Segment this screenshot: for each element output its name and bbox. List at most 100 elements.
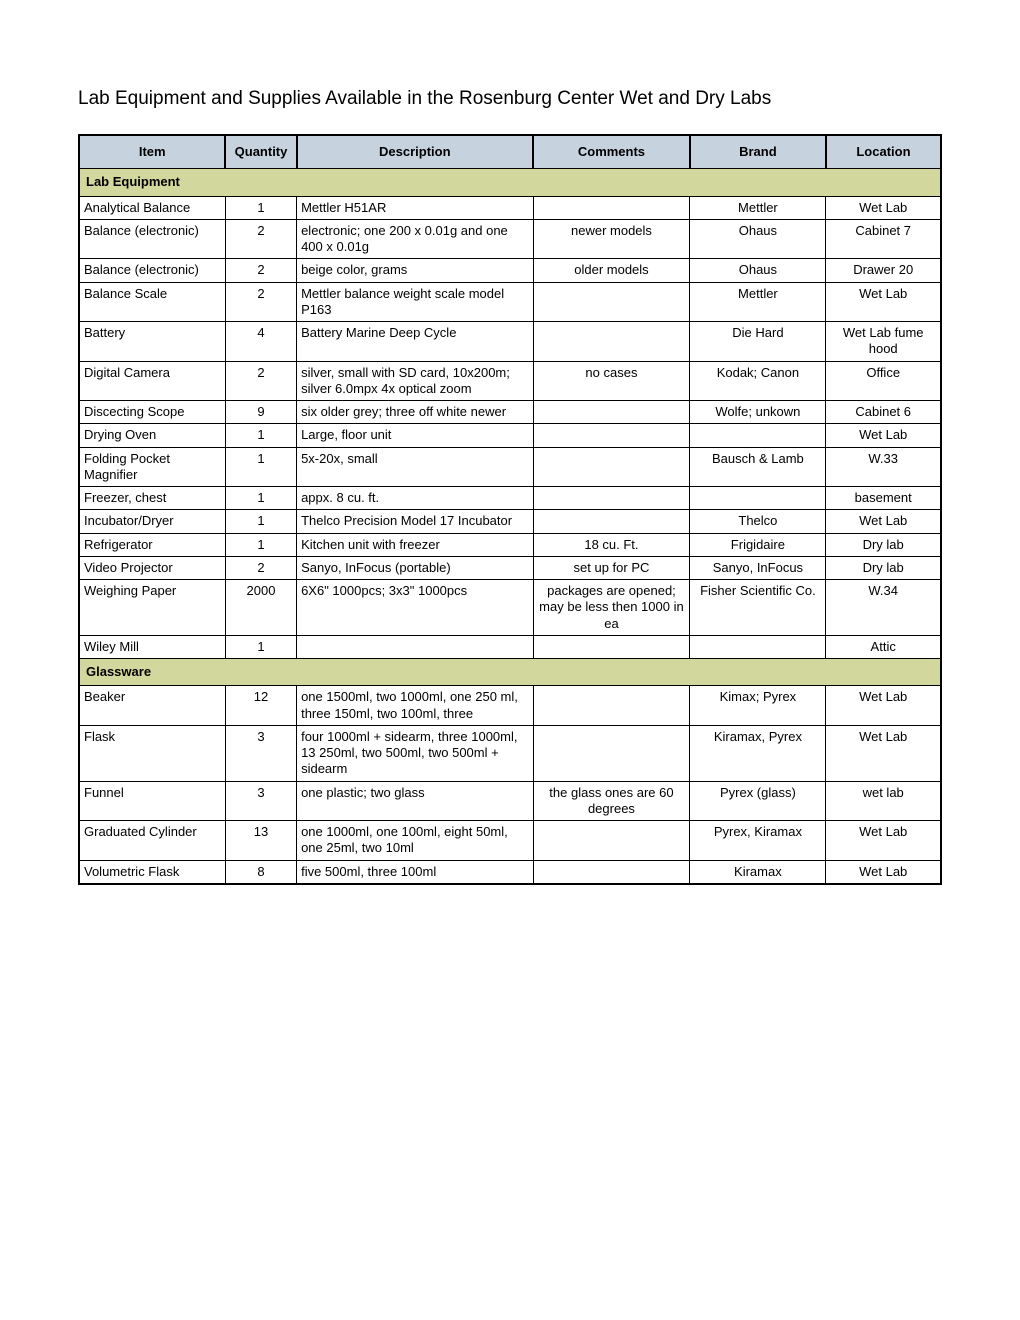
cell-brand: Ohaus bbox=[690, 259, 826, 282]
cell-description: Kitchen unit with freezer bbox=[297, 533, 533, 556]
cell-brand bbox=[690, 487, 826, 510]
cell-item: Incubator/Dryer bbox=[79, 510, 225, 533]
cell-item: Flask bbox=[79, 725, 225, 781]
cell-quantity: 1 bbox=[225, 196, 296, 219]
table-row: Weighing Paper20006X6" 1000pcs; 3x3" 100… bbox=[79, 580, 941, 636]
cell-quantity: 1 bbox=[225, 424, 296, 447]
cell-item: Funnel bbox=[79, 781, 225, 821]
cell-location: Wet Lab bbox=[826, 424, 941, 447]
cell-comments bbox=[533, 322, 690, 362]
cell-brand: Kimax; Pyrex bbox=[690, 686, 826, 726]
cell-comments: packages are opened; may be less then 10… bbox=[533, 580, 690, 636]
cell-item: Digital Camera bbox=[79, 361, 225, 401]
cell-item: Video Projector bbox=[79, 556, 225, 579]
cell-location: Wet Lab bbox=[826, 860, 941, 884]
cell-comments: older models bbox=[533, 259, 690, 282]
cell-description: Mettler balance weight scale model P163 bbox=[297, 282, 533, 322]
cell-comments: the glass ones are 60 degrees bbox=[533, 781, 690, 821]
header-brand: Brand bbox=[690, 135, 826, 169]
cell-location: Cabinet 7 bbox=[826, 219, 941, 259]
header-description: Description bbox=[297, 135, 533, 169]
cell-location: Wet Lab bbox=[826, 821, 941, 861]
cell-quantity: 2 bbox=[225, 219, 296, 259]
cell-quantity: 2 bbox=[225, 282, 296, 322]
cell-description: beige color, grams bbox=[297, 259, 533, 282]
table-row: Discecting Scope9six older grey; three o… bbox=[79, 401, 941, 424]
table-row: Volumetric Flask8five 500ml, three 100ml… bbox=[79, 860, 941, 884]
cell-item: Freezer, chest bbox=[79, 487, 225, 510]
cell-comments: newer models bbox=[533, 219, 690, 259]
table-row: Balance (electronic)2beige color, gramso… bbox=[79, 259, 941, 282]
cell-item: Battery bbox=[79, 322, 225, 362]
cell-comments bbox=[533, 725, 690, 781]
cell-quantity: 1 bbox=[225, 487, 296, 510]
cell-description bbox=[297, 635, 533, 658]
cell-brand: Bausch & Lamb bbox=[690, 447, 826, 487]
cell-brand: Pyrex, Kiramax bbox=[690, 821, 826, 861]
cell-comments bbox=[533, 401, 690, 424]
cell-location: W.34 bbox=[826, 580, 941, 636]
table-row: Drying Oven1Large, floor unitWet Lab bbox=[79, 424, 941, 447]
cell-comments: 18 cu. Ft. bbox=[533, 533, 690, 556]
cell-comments bbox=[533, 282, 690, 322]
cell-brand: Fisher Scientific Co. bbox=[690, 580, 826, 636]
cell-description: Thelco Precision Model 17 Incubator bbox=[297, 510, 533, 533]
header-item: Item bbox=[79, 135, 225, 169]
cell-brand: Mettler bbox=[690, 196, 826, 219]
cell-item: Balance (electronic) bbox=[79, 219, 225, 259]
cell-location: Cabinet 6 bbox=[826, 401, 941, 424]
cell-location: Attic bbox=[826, 635, 941, 658]
cell-description: one 1000ml, one 100ml, eight 50ml, one 2… bbox=[297, 821, 533, 861]
header-row: Item Quantity Description Comments Brand… bbox=[79, 135, 941, 169]
table-head: Item Quantity Description Comments Brand… bbox=[79, 135, 941, 169]
cell-item: Weighing Paper bbox=[79, 580, 225, 636]
cell-description: one plastic; two glass bbox=[297, 781, 533, 821]
cell-brand: Frigidaire bbox=[690, 533, 826, 556]
cell-location: Wet Lab bbox=[826, 510, 941, 533]
page: Lab Equipment and Supplies Available in … bbox=[0, 0, 1020, 1320]
header-location: Location bbox=[826, 135, 941, 169]
cell-comments bbox=[533, 447, 690, 487]
cell-description: Sanyo, InFocus (portable) bbox=[297, 556, 533, 579]
cell-location: Drawer 20 bbox=[826, 259, 941, 282]
cell-brand: Kiramax, Pyrex bbox=[690, 725, 826, 781]
cell-brand bbox=[690, 424, 826, 447]
table-row: Digital Camera2silver, small with SD car… bbox=[79, 361, 941, 401]
cell-location: Wet Lab bbox=[826, 686, 941, 726]
cell-item: Graduated Cylinder bbox=[79, 821, 225, 861]
cell-quantity: 4 bbox=[225, 322, 296, 362]
table-row: Battery4Battery Marine Deep CycleDie Har… bbox=[79, 322, 941, 362]
cell-quantity: 1 bbox=[225, 510, 296, 533]
cell-brand: Ohaus bbox=[690, 219, 826, 259]
table-row: Balance (electronic)2electronic; one 200… bbox=[79, 219, 941, 259]
cell-brand: Kodak; Canon bbox=[690, 361, 826, 401]
cell-quantity: 13 bbox=[225, 821, 296, 861]
cell-comments bbox=[533, 860, 690, 884]
cell-description: electronic; one 200 x 0.01g and one 400 … bbox=[297, 219, 533, 259]
cell-quantity: 8 bbox=[225, 860, 296, 884]
table-row: Wiley Mill1Attic bbox=[79, 635, 941, 658]
section-row: Glassware bbox=[79, 659, 941, 686]
cell-brand: Kiramax bbox=[690, 860, 826, 884]
table-body: Lab EquipmentAnalytical Balance1Mettler … bbox=[79, 169, 941, 884]
cell-location: Wet Lab bbox=[826, 196, 941, 219]
inventory-table: Item Quantity Description Comments Brand… bbox=[78, 134, 942, 885]
header-comments: Comments bbox=[533, 135, 690, 169]
cell-location: Wet Lab fume hood bbox=[826, 322, 941, 362]
cell-comments bbox=[533, 487, 690, 510]
table-row: Balance Scale2Mettler balance weight sca… bbox=[79, 282, 941, 322]
cell-description: Large, floor unit bbox=[297, 424, 533, 447]
cell-brand: Wolfe; unkown bbox=[690, 401, 826, 424]
table-row: Funnel3one plastic; two glassthe glass o… bbox=[79, 781, 941, 821]
cell-quantity: 1 bbox=[225, 635, 296, 658]
cell-location: Wet Lab bbox=[826, 282, 941, 322]
cell-location: wet lab bbox=[826, 781, 941, 821]
cell-comments bbox=[533, 821, 690, 861]
cell-item: Discecting Scope bbox=[79, 401, 225, 424]
cell-item: Balance (electronic) bbox=[79, 259, 225, 282]
cell-quantity: 1 bbox=[225, 447, 296, 487]
cell-quantity: 1 bbox=[225, 533, 296, 556]
cell-comments bbox=[533, 196, 690, 219]
cell-quantity: 2 bbox=[225, 556, 296, 579]
cell-description: one 1500ml, two 1000ml, one 250 ml, thre… bbox=[297, 686, 533, 726]
